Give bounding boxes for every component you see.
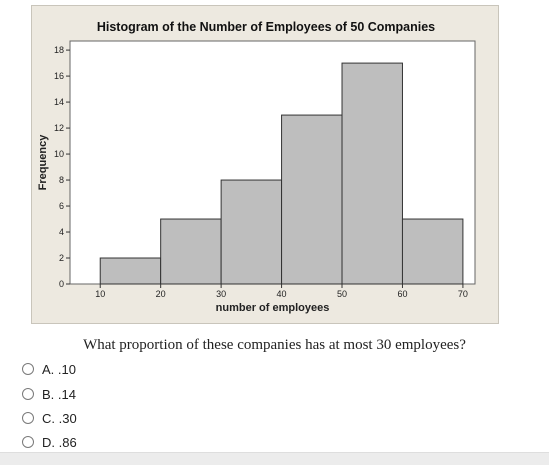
- histogram-bar-2: [220, 179, 283, 285]
- x-axis-label: number of employees: [216, 302, 330, 314]
- y-tick-label: 2: [59, 253, 64, 263]
- histogram-bar-5: [401, 218, 464, 285]
- option-d[interactable]: D. .86: [22, 432, 77, 452]
- option-c[interactable]: C. .30: [22, 408, 77, 428]
- option-c-label: C. .30: [42, 410, 77, 426]
- x-tick-label: 20: [156, 289, 166, 299]
- y-tick-label: 4: [59, 227, 64, 237]
- option-d-label: D. .86: [42, 434, 77, 450]
- x-tick-label: 10: [95, 289, 105, 299]
- question-container: What proportion of these companies has a…: [0, 336, 549, 354]
- histogram-bar-0: [99, 257, 162, 285]
- radio-button-icon[interactable]: [22, 388, 34, 400]
- chart-title: Histogram of the Number of Employees of …: [96, 20, 436, 34]
- histogram-bar-1: [160, 218, 222, 285]
- y-tick-label: 10: [54, 149, 64, 159]
- x-tick-label: 70: [458, 289, 468, 299]
- option-a[interactable]: A. .10: [22, 359, 76, 379]
- question-text: What proportion of these companies has a…: [83, 337, 466, 353]
- y-tick-label: 18: [54, 45, 64, 55]
- y-tick-label: 12: [54, 123, 64, 133]
- histogram-chart: 0 2 4 6 8 10 12 14 16 18 10 20 30 40 50 60 70 number of e…: [37, 40, 476, 314]
- y-tick-label: 6: [59, 201, 64, 211]
- radio-button-icon[interactable]: [22, 363, 34, 375]
- option-b[interactable]: B. .14: [22, 384, 76, 404]
- y-tick-label: 16: [54, 71, 64, 81]
- x-tick-label: 60: [397, 289, 407, 299]
- radio-button-icon[interactable]: [22, 436, 34, 448]
- y-axis-label: Frequency: [37, 134, 49, 191]
- x-tick-label: 30: [216, 289, 226, 299]
- bottom-bar: [0, 452, 549, 465]
- option-a-label: A. .10: [42, 361, 76, 377]
- x-tick-label: 40: [277, 289, 287, 299]
- radio-button-icon[interactable]: [22, 412, 34, 424]
- histogram-bar-3: [281, 114, 343, 285]
- y-tick-label: 14: [54, 97, 64, 107]
- x-tick-label: 50: [337, 289, 347, 299]
- y-tick-label: 0: [59, 279, 64, 289]
- chart-panel: 0 2 4 6 8 10 12 14 16 18 10 20 30 40 50 60 70 number of e…: [31, 5, 499, 324]
- histogram-bar-4: [341, 62, 403, 285]
- option-b-label: B. .14: [42, 386, 76, 402]
- y-tick-label: 8: [59, 175, 64, 185]
